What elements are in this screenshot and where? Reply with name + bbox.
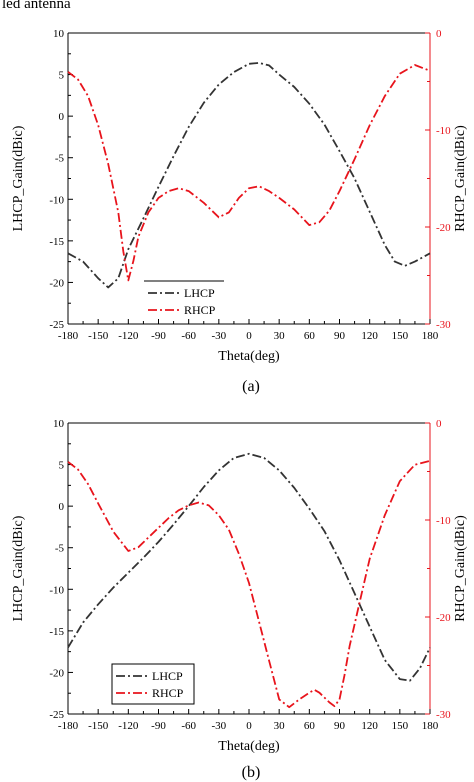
legend: LHCP RHCP	[111, 663, 195, 705]
x-tick-label: 180	[422, 330, 439, 342]
gain-chart-a: -180 -150 -120 -90 -60 -30 0 30 60 90 120 150 180105…	[11, 28, 468, 364]
right-y-tick-label: -30	[436, 709, 451, 721]
x-tick-label: 180	[422, 720, 439, 732]
right-y-tick-label: -10	[436, 515, 451, 527]
legend-box	[111, 663, 195, 705]
left-y-tick-label: -15	[49, 236, 64, 248]
subfigure-caption-a: (a)	[242, 378, 260, 395]
x-tick-label: 90	[334, 330, 346, 342]
left-y-tick-label: -5	[55, 153, 65, 165]
right-y-tick-label: 0	[436, 28, 442, 40]
x-tick-label: -120	[118, 330, 139, 342]
x-tick-label: -60	[181, 330, 196, 342]
x-tick-label: -180	[58, 720, 79, 732]
legend-label-rhcp: RHCP	[184, 303, 216, 317]
left-y-tick-label: 0	[59, 111, 65, 123]
right-y-tick-label: -20	[436, 222, 451, 234]
left-y-tick-label: 5	[59, 460, 65, 472]
x-tick-label: 120	[361, 720, 378, 732]
x-axis-title: Theta(deg)	[218, 739, 280, 754]
x-tick-label: -30	[211, 330, 226, 342]
left-y-axis-title: LHCP_Gain(dBic)	[11, 515, 26, 621]
right-y-axis-title: RHCP_Gain(dBic)	[453, 515, 468, 622]
x-axis-title: Theta(deg)	[218, 349, 280, 364]
x-tick-label: 90	[334, 720, 346, 732]
x-tick-label: -150	[88, 330, 109, 342]
left-y-tick-label: -10	[49, 194, 64, 206]
right-y-tick-label: 0	[436, 418, 442, 430]
left-y-tick-label: -10	[49, 584, 64, 596]
x-tick-label: -60	[181, 720, 196, 732]
right-y-axis-title: RHCP_Gain(dBic)	[453, 125, 468, 232]
page-caption: led antenna	[2, 0, 71, 12]
legend: LHCP RHCP	[144, 280, 224, 317]
x-tick-label: -90	[151, 330, 166, 342]
x-tick-label: 150	[392, 330, 409, 342]
x-tick-label: -90	[151, 720, 166, 732]
left-y-tick-label: 5	[59, 70, 65, 82]
legend-label-rhcp: RHCP	[152, 686, 184, 700]
x-tick-label: -30	[211, 720, 226, 732]
x-tick-label: 120	[361, 330, 378, 342]
left-y-tick-label: -20	[49, 667, 64, 679]
x-tick-label: 60	[304, 330, 316, 342]
series-line-lhcp	[67, 452, 431, 682]
series-line-lhcp	[67, 62, 431, 289]
left-y-tick-label: -15	[49, 626, 64, 638]
x-tick-label: 0	[246, 720, 252, 732]
x-tick-label: 60	[304, 720, 316, 732]
series-line-rhcp	[67, 459, 431, 709]
right-y-tick-label: -20	[436, 612, 451, 624]
gain-chart-b: -180 -150 -120 -90 -60 -30 0 30 60 90 120 150 180105…	[11, 418, 468, 754]
left-y-tick-label: -20	[49, 277, 64, 289]
legend-label-lhcp: LHCP	[184, 286, 215, 300]
x-tick-label: 0	[246, 330, 252, 342]
left-y-axis-title: LHCP_Gain(dBic)	[11, 125, 26, 231]
x-tick-label: 30	[274, 330, 286, 342]
left-y-tick-label: 0	[59, 501, 65, 513]
x-tick-label: -180	[58, 330, 79, 342]
x-tick-label: -150	[88, 720, 109, 732]
left-y-tick-label: 10	[53, 418, 65, 430]
left-y-tick-label: -25	[49, 709, 64, 721]
x-tick-label: 150	[392, 720, 409, 732]
left-y-tick-label: -25	[49, 319, 64, 331]
x-tick-label: -120	[118, 720, 139, 732]
x-tick-label: 30	[274, 720, 286, 732]
right-y-tick-label: -10	[436, 125, 451, 137]
left-y-tick-label: -5	[55, 543, 65, 555]
right-y-tick-label: -30	[436, 319, 451, 331]
legend-label-lhcp: LHCP	[152, 669, 183, 683]
series-line-rhcp	[67, 64, 431, 282]
subfigure-caption-b: (b)	[241, 764, 261, 781]
left-y-tick-label: 10	[53, 28, 65, 40]
